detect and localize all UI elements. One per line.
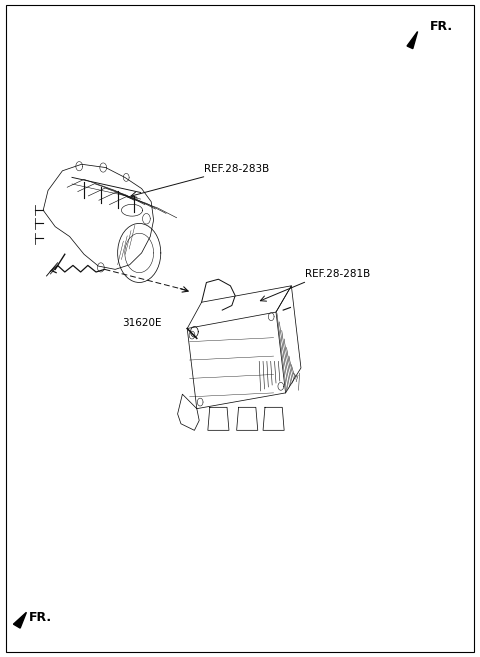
Text: FR.: FR. bbox=[29, 611, 52, 624]
Text: 31620E: 31620E bbox=[122, 318, 162, 328]
Text: REF.28-281B: REF.28-281B bbox=[305, 269, 370, 279]
Polygon shape bbox=[13, 612, 26, 628]
Text: REF.28-283B: REF.28-283B bbox=[204, 164, 269, 174]
Polygon shape bbox=[407, 32, 418, 49]
Text: FR.: FR. bbox=[430, 20, 453, 33]
